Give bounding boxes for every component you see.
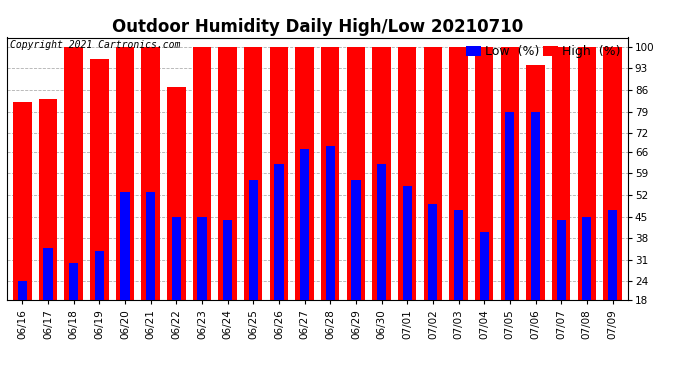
Bar xyxy=(13,102,32,300)
Bar xyxy=(167,87,186,300)
Bar xyxy=(146,192,155,300)
Bar xyxy=(505,112,515,300)
Bar xyxy=(197,217,206,300)
Legend: Low  (%), High  (%): Low (%), High (%) xyxy=(465,44,622,59)
Bar xyxy=(582,217,591,300)
Bar xyxy=(270,47,288,300)
Bar xyxy=(141,47,160,300)
Bar xyxy=(321,47,339,300)
Bar xyxy=(275,164,284,300)
Bar xyxy=(69,263,78,300)
Bar xyxy=(526,65,545,300)
Title: Outdoor Humidity Daily High/Low 20210710: Outdoor Humidity Daily High/Low 20210710 xyxy=(112,18,523,36)
Bar xyxy=(501,47,519,300)
Bar xyxy=(90,59,108,300)
Bar xyxy=(475,47,493,300)
Bar xyxy=(300,148,309,300)
Bar xyxy=(377,164,386,300)
Bar xyxy=(193,47,211,300)
Bar xyxy=(120,192,130,300)
Bar xyxy=(552,47,571,300)
Bar xyxy=(43,248,52,300)
Bar xyxy=(424,47,442,300)
Bar xyxy=(603,47,622,300)
Bar xyxy=(64,47,83,300)
Bar xyxy=(449,47,468,300)
Bar xyxy=(116,47,134,300)
Bar xyxy=(248,180,258,300)
Bar xyxy=(578,47,596,300)
Bar xyxy=(95,251,104,300)
Bar xyxy=(402,186,412,300)
Bar xyxy=(557,220,566,300)
Bar xyxy=(428,204,437,300)
Bar xyxy=(480,232,489,300)
Bar xyxy=(373,47,391,300)
Bar xyxy=(326,146,335,300)
Bar xyxy=(346,47,365,300)
Bar xyxy=(244,47,262,300)
Bar xyxy=(218,47,237,300)
Bar xyxy=(39,99,57,300)
Bar xyxy=(531,112,540,300)
Bar xyxy=(18,282,27,300)
Text: Copyright 2021 Cartronics.com: Copyright 2021 Cartronics.com xyxy=(10,40,180,50)
Bar xyxy=(398,47,417,300)
Bar xyxy=(454,210,463,300)
Bar xyxy=(608,210,617,300)
Bar xyxy=(295,47,314,300)
Bar xyxy=(172,217,181,300)
Bar xyxy=(351,180,360,300)
Bar xyxy=(223,220,233,300)
